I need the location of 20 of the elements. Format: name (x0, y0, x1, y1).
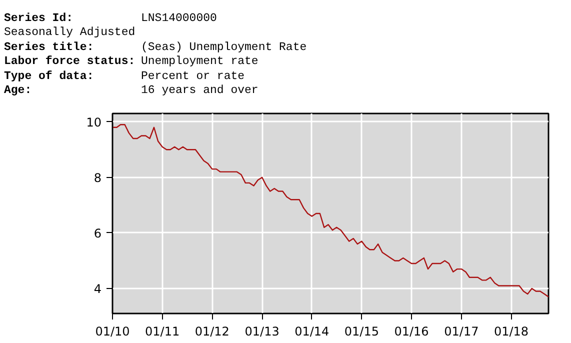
x-tick-label: 01/11 (145, 324, 180, 338)
y-tick-label: 4 (94, 282, 102, 296)
line-series (112, 124, 548, 298)
text: Labor force status: Unemployment rate (4, 55, 260, 70)
x-tick-label: 01/15 (344, 324, 379, 338)
x-tick-label: 01/16 (394, 324, 429, 338)
y-tick-label: 6 (94, 226, 102, 240)
text: Age: 16 years and over (4, 84, 258, 98)
x-tick-label: 01/12 (194, 324, 230, 338)
text: Series Id: LNS14000000 (4, 12, 217, 25)
text: Seasonally Adjusted (4, 26, 136, 41)
y-tick-label: 8 (94, 170, 102, 185)
y-tick-label: 10 (86, 115, 102, 130)
x-tick-label: 01/14 (294, 324, 330, 338)
x-tick-label: 01/18 (494, 324, 529, 338)
x-tick-label: 01/10 (95, 324, 130, 338)
text: Type of data: Percent or rate (4, 70, 245, 83)
x-tick-label: 01/13 (244, 324, 280, 338)
x-tick-label: 01/17 (444, 324, 479, 338)
text: Series title: (Seas) Unemployment Rate (4, 40, 307, 54)
